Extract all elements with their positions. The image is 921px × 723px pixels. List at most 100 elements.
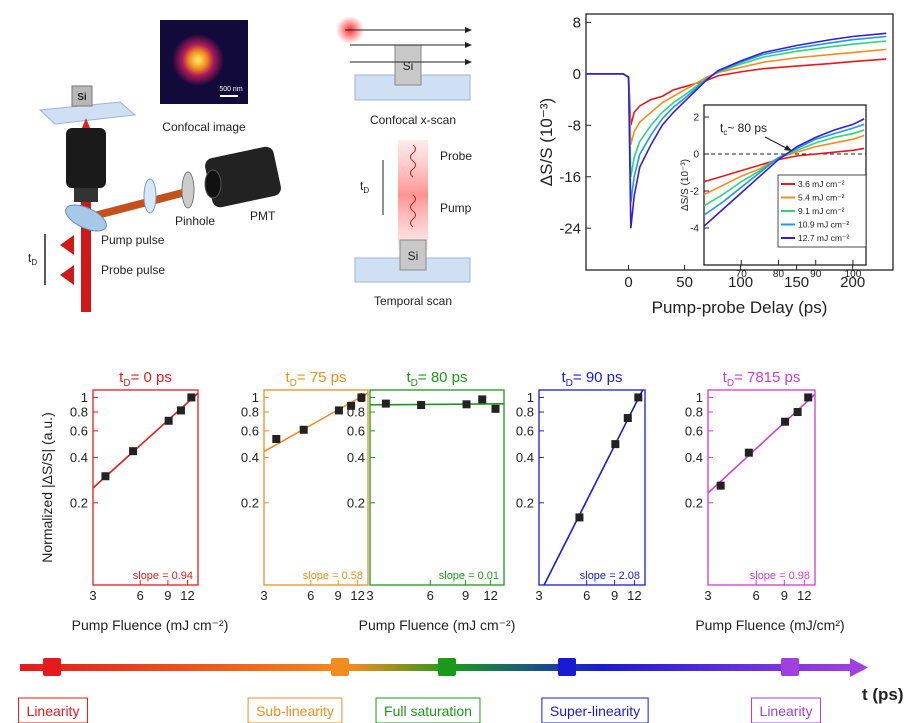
x-tick-label: 3	[366, 588, 373, 603]
y-tick-label: 0.2	[685, 495, 703, 510]
setup-schematic: Si Pump pulse Probe pulse tD Pinhole PMT…	[28, 20, 282, 312]
y-tick-label: 1	[358, 390, 365, 405]
data-point	[272, 435, 280, 443]
timeline-axis-label: t (ps)	[862, 685, 904, 704]
y-axis-label: Normalized |ΔS/S| (a.u.)	[39, 412, 55, 562]
data-point	[745, 449, 753, 457]
stage-marker	[781, 658, 799, 676]
legend-label: 5.4 mJ cm⁻²	[798, 193, 845, 203]
title-sub: D	[411, 378, 418, 389]
y-tick-label: 1	[696, 390, 703, 405]
probe-label: Probe	[440, 149, 472, 163]
delay-label: tD	[360, 179, 369, 195]
data-point	[300, 426, 308, 434]
x-tick-label: 100	[845, 269, 862, 280]
x-tick-label: 150	[784, 274, 809, 291]
data-point	[634, 393, 642, 401]
annotation: tc~ 80 ps	[720, 121, 767, 137]
scan-schematic: Si Confocal x-scan tD Probe Pump Si Temp…	[336, 16, 472, 308]
plot-frame	[370, 390, 504, 585]
temporal-caption: Temporal scan	[374, 294, 452, 308]
x-tick-label: 9	[164, 588, 171, 603]
slope-label: slope = 0.58	[303, 570, 363, 582]
y-tick-label: -16	[559, 169, 581, 186]
x-tick-label: 3	[260, 588, 267, 603]
stage-label: Sub-linearity	[256, 703, 334, 719]
slope-label: slope = 0.94	[133, 570, 193, 582]
title-sub: D	[566, 378, 573, 389]
legend-label: 3.6 mJ cm⁻²	[798, 179, 845, 189]
data-point	[187, 393, 195, 401]
slope-label: slope = 0.98	[750, 570, 810, 582]
stage-marker	[438, 658, 456, 676]
title-rest: = 7815 ps	[734, 369, 800, 386]
y-tick-label: 0.4	[241, 450, 259, 465]
y-tick-label: 0.6	[241, 423, 259, 438]
figure: Si Pump pulse Probe pulse tD Pinhole PMT…	[0, 0, 921, 723]
delay-label: tD	[28, 251, 37, 267]
y-tick-label: -2	[690, 187, 699, 198]
y-axis-label: ΔS/S (10⁻³)	[680, 159, 691, 211]
x-tick-label: 6	[427, 588, 434, 603]
panel-title: tD= 7815 ps	[723, 369, 801, 389]
x-tick-label: 6	[137, 588, 144, 603]
legend: 3.6 mJ cm⁻² 5.4 mJ cm⁻² 9.1 mJ cm⁻² 10.9 mJ…	[778, 175, 866, 247]
data-point	[717, 482, 725, 490]
plot-frame	[93, 390, 198, 585]
stage-marker	[558, 658, 576, 676]
data-point	[624, 414, 632, 422]
pinhole-label: Pinhole	[175, 214, 215, 228]
y-tick-label: 0.4	[685, 450, 703, 465]
y-tick-label: 0.8	[347, 405, 365, 420]
scale-bar-label: 500 nm	[219, 86, 243, 93]
stage-label: Linearity	[760, 703, 813, 719]
y-tick-label: -8	[568, 118, 581, 135]
annotation-rest: ~ 80 ps	[727, 121, 767, 135]
legend-label: 10.9 mJ cm⁻²	[798, 220, 849, 230]
x-axis-label: Pump Fluence (mJ cm⁻²)	[72, 617, 229, 633]
chart: 70809010020-2-4ΔS/S (10⁻³)tc~ 80 ps3.6 m…	[680, 105, 866, 280]
y-tick-label: 0.2	[70, 495, 88, 510]
y-tick-label: 0.2	[516, 495, 534, 510]
y-tick-label: 0.6	[70, 423, 88, 438]
y-tick-label: -24	[559, 220, 581, 237]
data-point	[478, 395, 486, 403]
x-scan-caption: Confocal x-scan	[370, 113, 456, 127]
x-tick-label: 3	[535, 588, 542, 603]
chart: 369120.20.40.60.81Pump Fluence (mJ cm⁻²)…	[39, 369, 228, 633]
data-point	[794, 408, 802, 416]
x-tick-label: 9	[781, 588, 788, 603]
data-point	[177, 406, 185, 414]
stage-marker	[331, 658, 349, 676]
data-point	[335, 406, 343, 414]
x-axis-label: Pump-probe Delay (ps)	[652, 298, 828, 317]
y-tick-label: 0	[693, 150, 699, 161]
confocal-image-caption: Confocal image	[162, 120, 246, 134]
pmt-label: PMT	[250, 209, 276, 223]
slope-label: slope = 2.08	[580, 570, 640, 582]
x-tick-label: 3	[89, 588, 96, 603]
x-tick-label: 90	[810, 269, 822, 280]
x-tick-label: 50	[676, 274, 693, 291]
title-rest: = 90 ps	[573, 369, 623, 386]
data-point	[101, 472, 109, 480]
y-tick-label: 0.2	[347, 495, 365, 510]
pump-label: Pump	[440, 201, 472, 215]
stage-marker	[43, 658, 61, 676]
x-tick-label: 6	[753, 588, 760, 603]
legend-label: 9.1 mJ cm⁻²	[798, 206, 845, 216]
title-sub: D	[290, 378, 297, 389]
probe-pulse-label: Probe pulse	[101, 263, 165, 277]
y-tick-label: 1	[252, 390, 259, 405]
title-rest: = 80 ps	[418, 369, 468, 386]
y-axis-label: ΔS/S (10⁻³)	[537, 98, 556, 186]
panel-title: tD= 80 ps	[406, 369, 467, 389]
x-tick-label: 12	[483, 588, 497, 603]
timeline-arrow	[20, 664, 852, 671]
y-tick-label: 8	[573, 15, 581, 32]
data-point	[611, 440, 619, 448]
data-point	[781, 418, 789, 426]
